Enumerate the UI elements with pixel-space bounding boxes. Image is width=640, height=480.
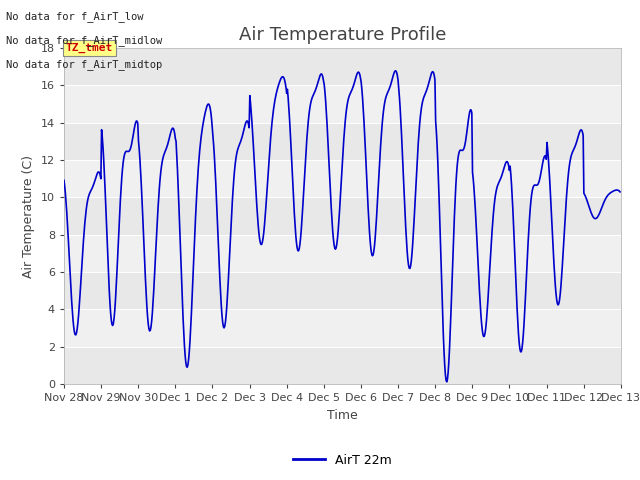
- Y-axis label: Air Temperature (C): Air Temperature (C): [22, 155, 35, 277]
- Bar: [64, 309, 621, 347]
- Bar: [64, 123, 621, 160]
- Bar: [64, 272, 621, 309]
- Bar: [64, 160, 621, 197]
- Bar: [64, 347, 621, 384]
- Text: No data for f_AirT_midlow: No data for f_AirT_midlow: [6, 35, 163, 46]
- Bar: [64, 48, 621, 85]
- Title: Air Temperature Profile: Air Temperature Profile: [239, 25, 446, 44]
- Bar: [64, 235, 621, 272]
- Text: No data for f_AirT_midtop: No data for f_AirT_midtop: [6, 59, 163, 70]
- Bar: [64, 85, 621, 123]
- X-axis label: Time: Time: [327, 408, 358, 421]
- Text: No data for f_AirT_low: No data for f_AirT_low: [6, 11, 144, 22]
- Bar: [64, 197, 621, 235]
- Text: TZ_tmet: TZ_tmet: [66, 43, 113, 53]
- Legend: AirT 22m: AirT 22m: [289, 449, 396, 472]
